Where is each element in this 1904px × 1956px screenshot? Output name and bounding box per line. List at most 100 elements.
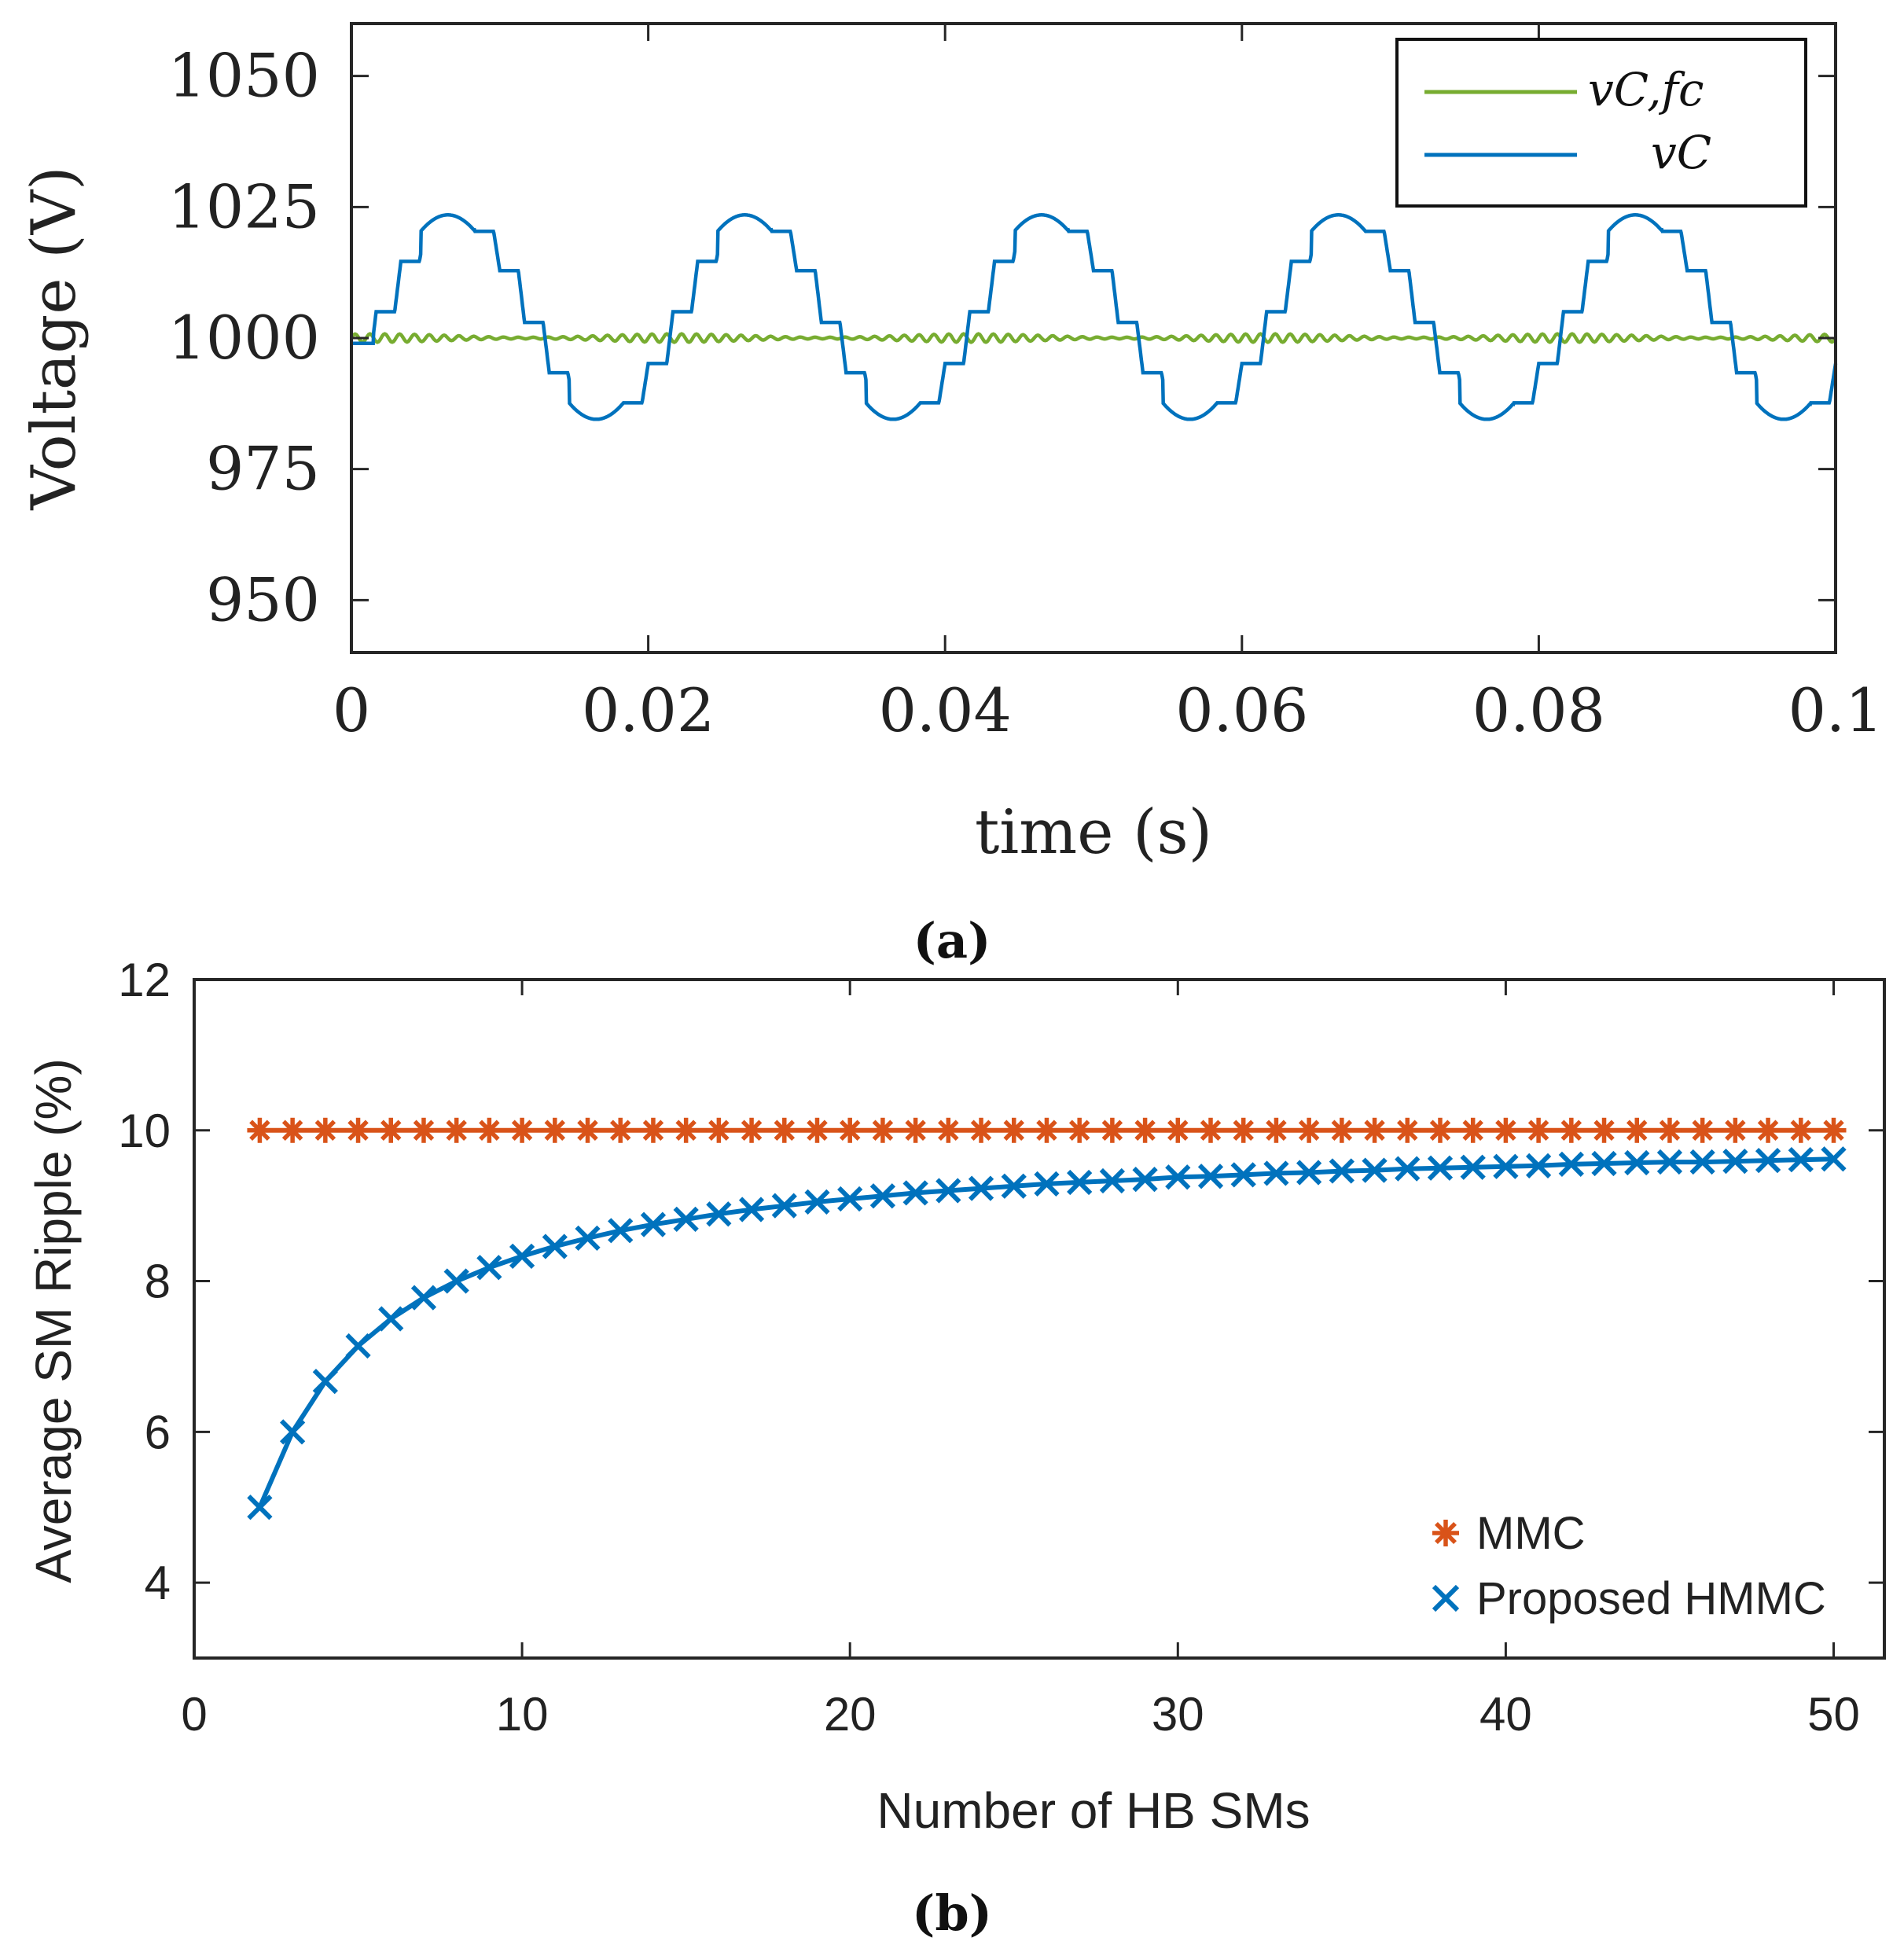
- chart-a-ytick-label: 975: [206, 434, 320, 504]
- proposed-hmmc-point: [1099, 1167, 1126, 1194]
- proposed-hmmc-point: [1656, 1149, 1683, 1175]
- proposed-hmmc-point: [1329, 1158, 1354, 1184]
- series-vc-line: [351, 213, 1838, 421]
- proposed-hmmc-point: [280, 1419, 306, 1445]
- mmc-point: [1165, 1117, 1191, 1143]
- mmc-point: [969, 1117, 994, 1143]
- mmc-point: [1558, 1117, 1584, 1143]
- chart-b-ytick-label: 8: [145, 1256, 171, 1308]
- mmc-point: [1099, 1117, 1125, 1143]
- chart-b-ylabel: Average SM Ripple (%): [25, 1058, 82, 1583]
- legend-label-vcfc: vC,fc: [1588, 63, 1704, 116]
- proposed-hmmc-point: [1689, 1149, 1715, 1175]
- proposed-hmmc-point: [312, 1368, 338, 1395]
- proposed-hmmc-point: [1558, 1151, 1584, 1178]
- chart-b-tick-labels: 0 10 20 30 40 50 4 6 8 10 12: [118, 954, 1860, 1741]
- proposed-hmmc-point: [608, 1218, 634, 1244]
- chart-b-ytick-label: 10: [118, 1105, 171, 1157]
- mmc-point: [1821, 1117, 1847, 1143]
- mmc-point: [869, 1117, 895, 1143]
- mmc-point: [1362, 1117, 1388, 1143]
- mmc-point: [1067, 1117, 1093, 1143]
- mmc-point: [1329, 1117, 1354, 1143]
- chart-b-xtick-label: 30: [1152, 1688, 1204, 1741]
- chart-b-xtick-label: 40: [1479, 1688, 1532, 1741]
- chart-a-ytick-label: 1000: [168, 303, 320, 373]
- mmc-point: [1460, 1117, 1486, 1143]
- proposed-hmmc-point: [1296, 1160, 1322, 1186]
- chart-a-xtick-label: 0.1: [1788, 675, 1884, 745]
- proposed-hmmc-point: [1263, 1160, 1289, 1186]
- proposed-hmmc-point: [476, 1255, 502, 1281]
- chart-b: 0 10 20 30 40 50 4 6 8 10 12 Number of HB SMs Aver…: [25, 954, 1886, 1942]
- mmc-point: [935, 1117, 961, 1143]
- proposed-hmmc-point: [837, 1186, 863, 1212]
- mmc-point: [771, 1117, 797, 1143]
- chart-b-xtick-label: 50: [1807, 1688, 1860, 1741]
- chart-a-xtick-label: 0.04: [879, 675, 1012, 745]
- caption-b: (b): [912, 1884, 992, 1942]
- legend-label-vc: vC: [1651, 126, 1711, 179]
- mmc-point: [280, 1117, 306, 1143]
- mmc-point: [247, 1117, 273, 1143]
- proposed-hmmc-point: [1788, 1147, 1814, 1173]
- chart-b-xtick-label: 0: [181, 1688, 207, 1741]
- proposed-hmmc-point: [935, 1178, 961, 1204]
- chart-a-xtick-label: 0.08: [1472, 675, 1605, 745]
- mmc-point: [1230, 1117, 1256, 1143]
- mmc-point: [1624, 1117, 1650, 1143]
- mmc-point: [1755, 1117, 1781, 1143]
- proposed-hmmc-point: [804, 1189, 830, 1215]
- proposed-hmmc-point: [378, 1306, 404, 1332]
- proposed-hmmc-point: [1722, 1148, 1748, 1175]
- mmc-point: [706, 1117, 732, 1143]
- chart-b-legend: MMC Proposed HMMC: [1432, 1508, 1826, 1624]
- chart-a-ylabel: Voltage (V): [19, 167, 90, 511]
- mmc-point: [1001, 1117, 1027, 1143]
- proposed-hmmc-point: [1034, 1171, 1060, 1197]
- mmc-point: [476, 1117, 502, 1143]
- series-vcfc-line: [350, 332, 1837, 344]
- chart-a-xtick-label: 0.02: [582, 675, 715, 745]
- proposed-hmmc-point: [247, 1495, 273, 1520]
- proposed-hmmc-point: [640, 1211, 667, 1237]
- mmc-point: [542, 1117, 568, 1143]
- legend-mmc-asterisk: [1432, 1520, 1459, 1546]
- chart-b-ytick-label: 6: [145, 1406, 171, 1458]
- proposed-hmmc-point: [410, 1285, 437, 1311]
- proposed-hmmc-point: [968, 1175, 994, 1201]
- proposed-hmmc-point: [443, 1268, 469, 1294]
- chart-a: 0 0.02 0.04 0.06 0.08 0.1 950 975 1000 1025 1050 t…: [19, 22, 1884, 969]
- proposed-hmmc-point: [869, 1183, 896, 1209]
- mmc-point: [509, 1117, 535, 1143]
- mmc-point: [1263, 1117, 1289, 1143]
- mmc-point: [312, 1117, 338, 1143]
- chart-b-ytick-label: 4: [145, 1557, 171, 1609]
- chart-b-plot-frame: [193, 978, 1886, 1660]
- mmc-point: [443, 1117, 469, 1143]
- proposed-hmmc-point: [509, 1243, 535, 1270]
- chart-a-xtick-label: 0: [333, 675, 370, 745]
- mmc-point: [1296, 1117, 1322, 1143]
- proposed-hmmc-point: [1001, 1173, 1027, 1199]
- proposed-hmmc-point: [1591, 1150, 1617, 1177]
- chart-a-ytick-label: 1025: [168, 171, 320, 241]
- mmc-point: [1788, 1117, 1814, 1143]
- chart-b-xtick-label: 20: [824, 1688, 877, 1741]
- chart-a-xtick-label: 0.06: [1175, 675, 1308, 745]
- mmc-point: [1493, 1117, 1519, 1143]
- chart-a-legend-box: [1395, 38, 1807, 208]
- legend-label-proposed-hmmc: Proposed HMMC: [1476, 1573, 1826, 1624]
- proposed-hmmc-point: [706, 1201, 732, 1227]
- proposed-hmmc-point: [1525, 1153, 1552, 1178]
- chart-a-legend: vC,fc vC: [1395, 38, 1807, 208]
- mmc-point: [902, 1117, 928, 1143]
- chart-b-markers: [247, 1117, 1847, 1520]
- proposed-hmmc-point: [902, 1180, 928, 1206]
- proposed-hmmc-point: [738, 1197, 765, 1222]
- series-proposed-hmmc-line: [257, 1156, 1834, 1509]
- mmc-point: [575, 1117, 601, 1143]
- proposed-hmmc-point: [1362, 1157, 1388, 1183]
- legend-marker-proposed-hmmc: [1432, 1584, 1460, 1612]
- mmc-point: [837, 1117, 863, 1143]
